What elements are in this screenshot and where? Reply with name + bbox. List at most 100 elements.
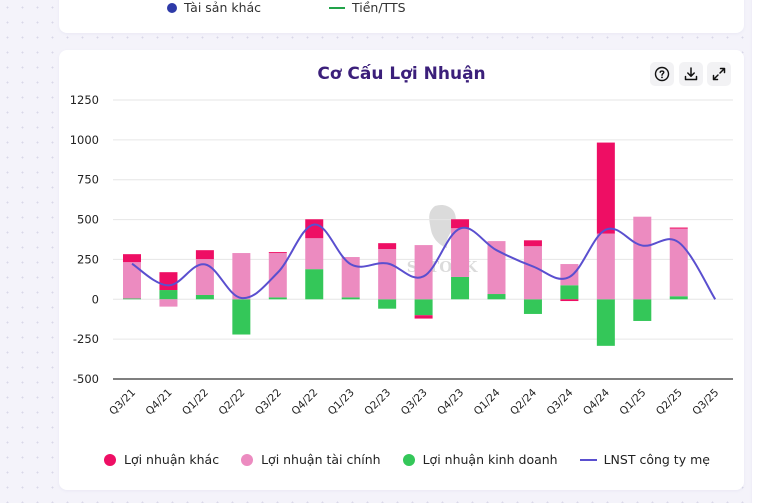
y-tick-label: 250 (77, 252, 99, 266)
x-tick-label: Q1/24 (472, 386, 503, 417)
bar-lợi-nhuận-tài-chính-Q2-23 (378, 249, 397, 300)
bar-lợi-nhuận-kinh-doanh-Q1-24 (487, 294, 506, 300)
bar-lợi-nhuận-kinh-doanh-Q2-22 (232, 299, 251, 335)
help-button[interactable] (650, 62, 674, 86)
bar-lợi-nhuận-kinh-doanh-Q4-21 (159, 290, 178, 300)
bar-lợi-nhuận-kinh-doanh-Q3-22 (268, 297, 287, 300)
bar-lợi-nhuận-kinh-doanh-Q2-23 (378, 299, 397, 309)
x-tick-label: Q2/22 (216, 387, 247, 418)
bar-lợi-nhuận-khác-Q3-21 (123, 254, 141, 263)
x-tick-label: Q1/22 (180, 387, 211, 418)
side-card (752, 0, 760, 503)
previous-chart-card: Tài sản khác Tiền/TTS (59, 0, 744, 33)
bar-lợi-nhuận-khác-Q2-25 (669, 227, 688, 229)
y-tick-label: 750 (77, 173, 99, 187)
x-tick-label: Q2/23 (362, 387, 393, 418)
legend-label: Lợi nhuận khác (124, 452, 220, 467)
bar-lợi-nhuận-tài-chính-Q3-23 (414, 245, 433, 300)
bar-lợi-nhuận-tài-chính-Q4-22 (305, 238, 324, 270)
bar-lợi-nhuận-tài-chính-Q3-24 (560, 264, 579, 286)
bar-lợi-nhuận-kinh-doanh-Q3-23 (414, 299, 433, 316)
bar-lợi-nhuận-tài-chính-Q4-24 (596, 233, 615, 300)
y-tick-label: 1000 (70, 133, 99, 147)
legend-dot-icon (241, 453, 254, 466)
y-tick-label: -500 (73, 372, 99, 386)
bar-lợi-nhuận-khác-Q1-22 (195, 250, 214, 260)
bar-lợi-nhuận-kinh-doanh-Q2-25 (669, 296, 688, 300)
bar-lợi-nhuận-tài-chính-Q1-24 (487, 241, 506, 295)
x-tick-label: Q3/21 (107, 387, 138, 418)
bar-lợi-nhuận-khác-Q3-23 (414, 315, 433, 319)
x-tick-label: Q3/23 (399, 387, 430, 418)
bar-lợi-nhuận-kinh-doanh-Q4-23 (451, 276, 470, 300)
x-tick-label: Q4/22 (289, 387, 320, 418)
line-series (131, 223, 717, 300)
legend-dot-icon (167, 2, 177, 13)
bar-lợi-nhuận-kinh-doanh-Q1-22 (195, 294, 214, 300)
legend-item-tien-tts[interactable]: Tiền/TTS (329, 0, 406, 15)
y-axis-ticks: 1250 1000 750 500 250 0 -250 -500 (70, 93, 99, 386)
expand-button[interactable] (707, 62, 731, 86)
bar-lợi-nhuận-kinh-doanh-Q4-22 (305, 269, 324, 300)
legend-item-tai-san-khac[interactable]: Tài sản khác (167, 0, 261, 15)
bar-lợi-nhuận-khác-Q4-23 (451, 219, 470, 229)
legend-line-icon (579, 458, 597, 461)
legend-item-loi-nhuan-kinh-doanh[interactable]: Lợi nhuận kinh doanh (402, 452, 558, 467)
legend-item-loi-nhuan-khac[interactable]: Lợi nhuận khác (104, 452, 219, 467)
bar-lợi-nhuận-tài-chính-Q3-21 (123, 262, 141, 299)
x-tick-label: Q3/24 (545, 386, 576, 417)
chart-legend: Lợi nhuận khác Lợi nhuận tài chính Lợi n… (104, 452, 732, 467)
x-tick-label: Q4/21 (144, 387, 175, 418)
legend-dot-icon (104, 453, 116, 466)
x-tick-label: Q2/25 (654, 387, 685, 418)
x-tick-label: Q2/24 (508, 386, 539, 417)
legend-line-icon (329, 6, 345, 9)
x-axis-ticks: Q3/21 Q4/21 Q1/22 Q2/22 Q3/22 Q4/22 Q1/23 Q2/23… (107, 386, 721, 417)
legend-label: Lợi nhuận tài chính (261, 452, 381, 467)
bar-lợi-nhuận-kinh-doanh-Q3-24 (560, 285, 579, 300)
download-icon (684, 67, 698, 81)
legend-dot-icon (402, 453, 415, 466)
bar-lợi-nhuận-khác-Q3-22 (268, 252, 287, 254)
x-tick-label: Q3/25 (690, 387, 721, 418)
legend-label: Lợi nhuận kinh doanh (422, 452, 558, 467)
bar-lợi-nhuận-kinh-doanh-Q3-21 (123, 298, 141, 300)
x-tick-label: Q4/24 (581, 386, 612, 417)
bar-lợi-nhuận-tài-chính-Q2-22 (232, 253, 251, 300)
legend-item-loi-nhuan-tai-chinh[interactable]: Lợi nhuận tài chính (241, 452, 381, 467)
bar-lợi-nhuận-khác-Q4-21 (159, 272, 178, 291)
bar-lợi-nhuận-kinh-doanh-Q2-24 (523, 299, 542, 314)
bar-lợi-nhuận-tài-chính-Q2-24 (523, 246, 542, 300)
bar-lợi-nhuận-tài-chính-Q3-22 (268, 253, 287, 298)
y-tick-label: 1250 (70, 93, 99, 107)
y-tick-label: -250 (73, 332, 99, 346)
download-button[interactable] (679, 62, 703, 86)
expand-icon (712, 67, 726, 81)
bar-lợi-nhuận-kinh-doanh-Q1-25 (633, 299, 652, 321)
bar-lợi-nhuận-kinh-doanh-Q1-23 (341, 297, 360, 300)
x-tick-label: Q4/23 (435, 387, 466, 418)
chart-title: Cơ Cấu Lợi Nhuận (317, 64, 486, 84)
legend-label: LNST công ty mẹ (603, 452, 710, 467)
help-icon (654, 66, 670, 82)
bar-lợi-nhuận-kinh-doanh-Q4-24 (596, 299, 615, 346)
legend-item-lnst-cong-ty-me[interactable]: LNST công ty mẹ (579, 452, 710, 467)
bar-lợi-nhuận-khác-Q2-24 (523, 240, 542, 247)
bar-lợi-nhuận-khác-Q3-24 (560, 299, 579, 302)
y-tick-label: 0 (92, 292, 99, 306)
bars (123, 142, 688, 346)
bar-lợi-nhuận-tài-chính-Q4-23 (451, 228, 470, 277)
bar-lợi-nhuận-tài-chính-Q1-25 (633, 216, 652, 300)
bar-lợi-nhuận-tài-chính-Q4-21 (159, 299, 178, 307)
y-tick-label: 500 (77, 213, 99, 227)
bar-lợi-nhuận-khác-Q4-24 (596, 142, 615, 234)
x-tick-label: Q1/23 (326, 387, 357, 418)
x-tick-label: Q1/25 (617, 387, 648, 418)
line-lnst-cong-ty-me (131, 223, 717, 300)
bar-lợi-nhuận-tài-chính-Q1-22 (195, 259, 214, 295)
bar-lợi-nhuận-tài-chính-Q1-23 (341, 257, 360, 298)
legend-label: Tài sản khác (184, 0, 262, 15)
bar-lợi-nhuận-khác-Q2-23 (378, 243, 397, 250)
legend-label: Tiền/TTS (352, 0, 406, 15)
